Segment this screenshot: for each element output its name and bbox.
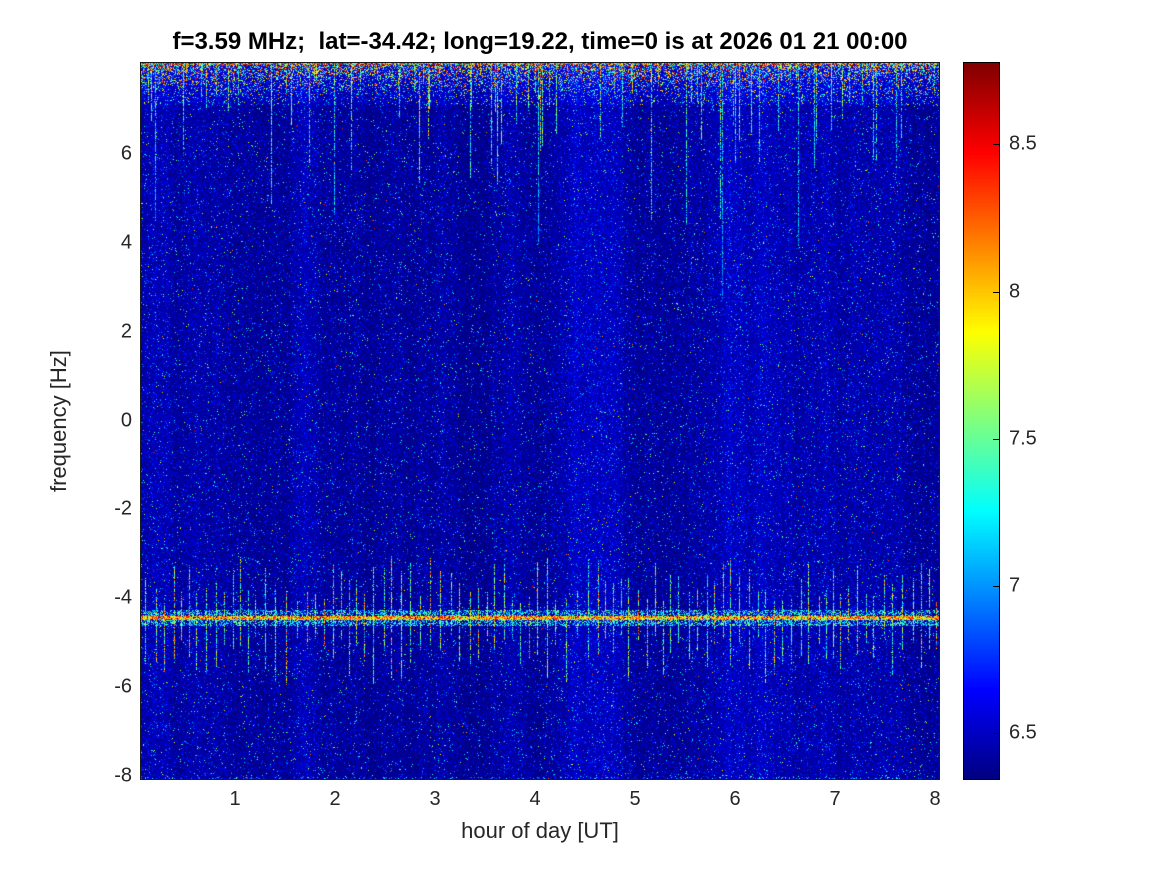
y-tick-label: -4 <box>114 586 132 609</box>
colorbar-tick-mark <box>993 144 999 146</box>
x-tick-label: 5 <box>629 788 641 810</box>
colorbar-tick-mark <box>993 291 999 293</box>
y-tick-label: -8 <box>114 764 132 787</box>
colorbar-tick-mark <box>993 732 999 734</box>
colorbar-tick-label: 7.5 <box>1009 427 1037 450</box>
colorbar-tick-label: 7 <box>1009 574 1021 597</box>
x-tick-label: 2 <box>329 788 341 810</box>
x-tick-label: 3 <box>429 788 441 810</box>
y-tick-label: -6 <box>114 675 132 698</box>
x-tick-label: 4 <box>529 788 541 810</box>
y-tick-label: 6 <box>120 142 132 165</box>
y-tick-label: 0 <box>120 409 132 432</box>
colorbar-canvas <box>963 62 1000 780</box>
colorbar-tick-label: 8.5 <box>1009 132 1037 155</box>
x-axis-label: hour of day [UT] <box>461 818 619 843</box>
x-tick-label: 7 <box>829 788 841 810</box>
x-tick-label: 1 <box>229 788 241 810</box>
y-tick-label: 4 <box>120 231 132 254</box>
x-tick-label: 6 <box>729 788 741 810</box>
heatmap-canvas <box>140 62 940 780</box>
chart-title: f=3.59 MHz; lat=-34.42; long=19.22, time… <box>172 28 908 55</box>
y-tick-label: -2 <box>114 497 132 520</box>
colorbar-tick-label: 6.5 <box>1009 721 1037 744</box>
colorbar-tick-mark <box>993 585 999 587</box>
colorbar-tick-mark <box>993 438 999 440</box>
y-tick-label: 2 <box>120 320 132 343</box>
x-tick-label: 8 <box>929 788 941 810</box>
colorbar-tick-label: 8 <box>1009 280 1021 303</box>
